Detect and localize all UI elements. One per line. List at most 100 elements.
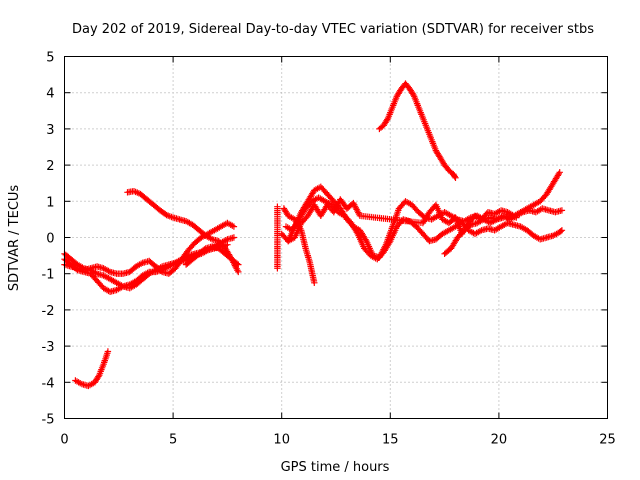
data-point bbox=[389, 94, 400, 111]
y-axis-label: SDTVAR / TECUs bbox=[7, 185, 22, 292]
data-point bbox=[126, 264, 139, 276]
x-tick-label: 10 bbox=[273, 433, 290, 448]
data-point bbox=[454, 228, 466, 241]
data-point bbox=[441, 246, 453, 257]
data-point bbox=[165, 260, 177, 270]
data-point bbox=[441, 161, 452, 173]
axis-ticks: 0 5 10 15 20 25 -5 -4 -3 -2 -1 0 1 2 3 4 5 bbox=[42, 51, 616, 448]
y-tick-label: -3 bbox=[42, 340, 55, 355]
data-point bbox=[530, 199, 542, 209]
data-markers bbox=[61, 80, 566, 390]
data-point bbox=[556, 169, 563, 176]
data-point bbox=[302, 245, 313, 265]
data-point bbox=[274, 243, 281, 266]
data-point bbox=[315, 194, 327, 204]
data-point bbox=[191, 235, 204, 247]
data-point bbox=[324, 190, 336, 204]
data-point bbox=[100, 265, 112, 275]
data-point bbox=[285, 235, 297, 245]
data-point bbox=[274, 261, 281, 270]
data-point bbox=[304, 188, 317, 205]
series-track-f bbox=[72, 348, 112, 390]
data-point bbox=[550, 170, 562, 187]
data-point bbox=[387, 225, 400, 245]
data-point bbox=[100, 272, 112, 282]
data-point bbox=[211, 224, 223, 234]
data-point bbox=[415, 104, 426, 120]
data-point bbox=[274, 237, 281, 248]
data-point bbox=[380, 116, 391, 129]
grid bbox=[64, 56, 608, 419]
data-point bbox=[556, 228, 564, 236]
data-point bbox=[215, 237, 228, 251]
data-point bbox=[411, 93, 421, 109]
data-point bbox=[471, 228, 484, 238]
data-point bbox=[196, 227, 208, 238]
x-tick-label: 5 bbox=[169, 433, 177, 448]
data-point bbox=[348, 219, 360, 236]
data-point bbox=[558, 207, 566, 214]
data-point bbox=[402, 80, 412, 91]
data-point bbox=[202, 232, 214, 242]
data-point bbox=[441, 209, 453, 219]
data-point bbox=[274, 203, 281, 243]
data-point bbox=[523, 202, 536, 212]
series-track-j bbox=[282, 194, 566, 263]
data-point bbox=[182, 257, 195, 268]
data-point bbox=[67, 256, 80, 267]
y-tick-label: -4 bbox=[42, 376, 55, 391]
data-point bbox=[113, 284, 125, 294]
data-point bbox=[91, 373, 102, 386]
data-point bbox=[143, 196, 156, 207]
data-point bbox=[130, 188, 143, 197]
data-point bbox=[224, 241, 231, 248]
data-point bbox=[445, 224, 457, 234]
data-point bbox=[474, 217, 486, 227]
data-point bbox=[133, 260, 145, 270]
data-point bbox=[139, 269, 151, 279]
data-point bbox=[93, 277, 106, 290]
x-tick-label: 15 bbox=[382, 433, 399, 448]
data-point bbox=[532, 206, 544, 216]
data-point bbox=[428, 213, 440, 223]
y-tick-label: 0 bbox=[46, 232, 54, 247]
data-point bbox=[393, 87, 404, 100]
y-tick-label: 1 bbox=[46, 195, 54, 210]
data-point bbox=[133, 277, 145, 288]
data-point bbox=[172, 257, 184, 272]
data-point bbox=[439, 228, 451, 238]
data-point bbox=[335, 209, 347, 219]
x-tick-label: 25 bbox=[599, 433, 616, 448]
x-tick-label: 20 bbox=[491, 433, 508, 448]
data-point bbox=[419, 210, 432, 227]
data-point bbox=[361, 245, 373, 258]
data-point bbox=[447, 235, 460, 252]
data-point bbox=[87, 270, 99, 283]
data-point bbox=[295, 206, 308, 223]
data-point bbox=[282, 223, 295, 233]
data-point bbox=[354, 230, 367, 250]
data-point bbox=[185, 241, 197, 254]
data-point bbox=[189, 221, 202, 233]
data-point bbox=[445, 167, 455, 177]
data-point bbox=[298, 214, 310, 227]
data-point bbox=[408, 201, 421, 214]
data-point bbox=[224, 219, 236, 229]
data-point bbox=[126, 278, 138, 288]
data-point bbox=[537, 192, 549, 205]
data-point bbox=[215, 245, 228, 256]
data-point bbox=[350, 199, 363, 218]
data-point bbox=[72, 377, 84, 387]
data-point bbox=[523, 227, 536, 238]
y-tick-label: 4 bbox=[46, 87, 54, 102]
data-point bbox=[424, 125, 434, 142]
data-point bbox=[432, 201, 445, 221]
data-point bbox=[419, 114, 430, 131]
data-point bbox=[452, 174, 459, 181]
data-point bbox=[152, 263, 165, 274]
data-point bbox=[543, 181, 556, 198]
series-track-d bbox=[124, 188, 242, 276]
data-point bbox=[85, 380, 97, 390]
data-point bbox=[432, 147, 443, 160]
data-point bbox=[419, 230, 432, 243]
